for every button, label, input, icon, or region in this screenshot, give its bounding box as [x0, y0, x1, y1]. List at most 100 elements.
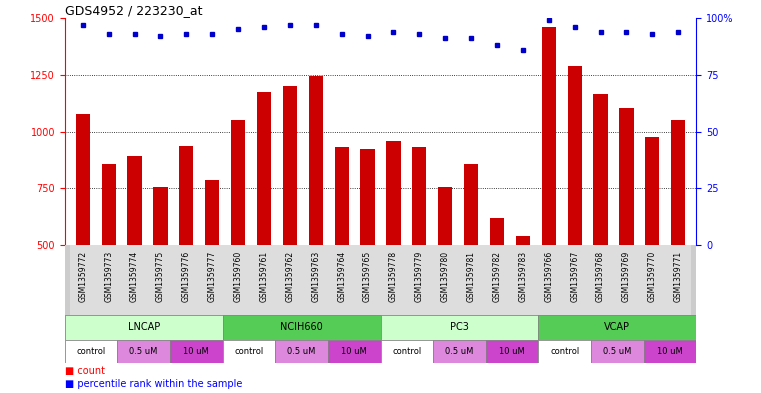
- Text: GSM1359775: GSM1359775: [156, 251, 165, 302]
- Bar: [380, 245, 406, 315]
- Text: 0.5 uM: 0.5 uM: [445, 347, 473, 356]
- Bar: [594, 94, 607, 245]
- Text: 10 uM: 10 uM: [341, 347, 367, 356]
- Bar: [665, 245, 691, 315]
- Bar: [65, 340, 117, 363]
- Bar: [180, 146, 193, 245]
- Text: NCIH660: NCIH660: [280, 323, 323, 332]
- Bar: [65, 315, 223, 340]
- Text: PC3: PC3: [450, 323, 469, 332]
- Bar: [231, 120, 245, 245]
- Text: control: control: [234, 347, 263, 356]
- Text: GSM1359781: GSM1359781: [466, 251, 476, 301]
- Text: GSM1359761: GSM1359761: [260, 251, 269, 302]
- Bar: [645, 137, 660, 245]
- Text: 0.5 uM: 0.5 uM: [603, 347, 632, 356]
- Bar: [613, 245, 639, 315]
- Text: GSM1359767: GSM1359767: [570, 251, 579, 302]
- Text: GSM1359768: GSM1359768: [596, 251, 605, 302]
- Bar: [223, 315, 380, 340]
- Text: GSM1359760: GSM1359760: [234, 251, 243, 302]
- Bar: [355, 245, 380, 315]
- Bar: [536, 245, 562, 315]
- Bar: [406, 245, 432, 315]
- Bar: [644, 340, 696, 363]
- Text: VCAP: VCAP: [604, 323, 630, 332]
- Bar: [568, 66, 581, 245]
- Text: ■ count: ■ count: [65, 366, 105, 376]
- Bar: [205, 180, 219, 245]
- Bar: [96, 245, 122, 315]
- Bar: [432, 245, 458, 315]
- Bar: [223, 340, 275, 363]
- Bar: [148, 245, 174, 315]
- Bar: [251, 245, 277, 315]
- Bar: [542, 27, 556, 245]
- Bar: [490, 218, 504, 245]
- Bar: [484, 245, 510, 315]
- Bar: [199, 245, 225, 315]
- Text: GSM1359773: GSM1359773: [104, 251, 113, 302]
- Bar: [75, 114, 90, 245]
- Text: LNCAP: LNCAP: [128, 323, 160, 332]
- Text: 0.5 uM: 0.5 uM: [129, 347, 158, 356]
- Bar: [303, 245, 329, 315]
- Bar: [154, 187, 167, 245]
- Text: GSM1359770: GSM1359770: [648, 251, 657, 302]
- Bar: [380, 315, 539, 340]
- Bar: [539, 315, 696, 340]
- Bar: [591, 340, 644, 363]
- Bar: [639, 245, 665, 315]
- Bar: [277, 245, 303, 315]
- Bar: [387, 141, 400, 245]
- Text: 10 uM: 10 uM: [183, 347, 209, 356]
- Text: GSM1359769: GSM1359769: [622, 251, 631, 302]
- Bar: [464, 164, 478, 245]
- Bar: [510, 245, 536, 315]
- Bar: [329, 245, 355, 315]
- Bar: [380, 340, 433, 363]
- Bar: [516, 236, 530, 245]
- Bar: [486, 340, 539, 363]
- Bar: [70, 245, 96, 315]
- Bar: [101, 164, 116, 245]
- Bar: [257, 92, 271, 245]
- Bar: [433, 340, 486, 363]
- Text: GSM1359762: GSM1359762: [285, 251, 295, 302]
- Bar: [361, 149, 374, 245]
- Bar: [275, 340, 328, 363]
- Text: GSM1359779: GSM1359779: [415, 251, 424, 302]
- Bar: [587, 245, 613, 315]
- Text: GSM1359763: GSM1359763: [311, 251, 320, 302]
- Bar: [174, 245, 199, 315]
- Text: GSM1359772: GSM1359772: [78, 251, 88, 302]
- Text: control: control: [76, 347, 106, 356]
- Bar: [671, 120, 686, 245]
- Bar: [562, 245, 587, 315]
- Bar: [117, 340, 170, 363]
- Text: ■ percentile rank within the sample: ■ percentile rank within the sample: [65, 379, 242, 389]
- Text: GSM1359782: GSM1359782: [492, 251, 501, 301]
- Text: GSM1359766: GSM1359766: [544, 251, 553, 302]
- Bar: [539, 340, 591, 363]
- Text: GSM1359776: GSM1359776: [182, 251, 191, 302]
- Text: GSM1359777: GSM1359777: [208, 251, 217, 302]
- Text: control: control: [392, 347, 422, 356]
- Bar: [225, 245, 251, 315]
- Text: GSM1359764: GSM1359764: [337, 251, 346, 302]
- Text: GSM1359771: GSM1359771: [673, 251, 683, 302]
- Bar: [458, 245, 484, 315]
- Bar: [127, 156, 142, 245]
- Text: GSM1359778: GSM1359778: [389, 251, 398, 302]
- Text: 10 uM: 10 uM: [657, 347, 683, 356]
- Bar: [122, 245, 148, 315]
- Text: 10 uM: 10 uM: [499, 347, 525, 356]
- Bar: [438, 187, 452, 245]
- Bar: [309, 76, 323, 245]
- Bar: [412, 147, 426, 245]
- Text: GSM1359765: GSM1359765: [363, 251, 372, 302]
- Bar: [335, 147, 349, 245]
- Bar: [283, 86, 297, 245]
- Bar: [619, 108, 634, 245]
- Text: control: control: [550, 347, 579, 356]
